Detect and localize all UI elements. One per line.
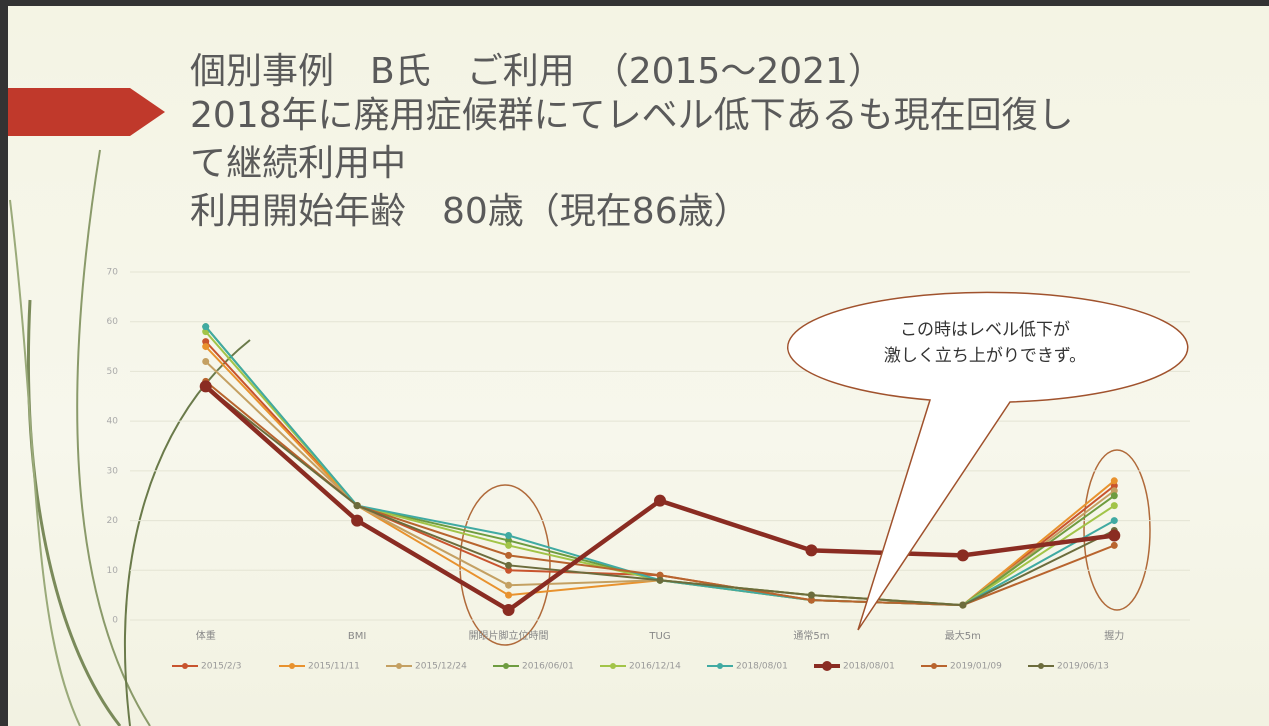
data-point bbox=[505, 566, 513, 574]
callout bbox=[787, 291, 1189, 631]
data-point bbox=[505, 551, 513, 559]
highlight-ellipse bbox=[459, 484, 551, 646]
data-point bbox=[1110, 482, 1118, 490]
data-point bbox=[656, 576, 664, 584]
legend-label: 2016/12/14 bbox=[629, 662, 681, 672]
data-point bbox=[1110, 477, 1118, 485]
title-line: 利用開始年齢 80歳（現在86歳） bbox=[190, 191, 750, 232]
left-border bbox=[0, 0, 8, 726]
data-point bbox=[505, 591, 513, 599]
data-point bbox=[505, 541, 513, 549]
x-tick-label: 体重 bbox=[196, 629, 216, 642]
legend-dot bbox=[1038, 663, 1044, 669]
data-point bbox=[202, 343, 210, 351]
legend-label: 2018/08/01 bbox=[843, 662, 895, 672]
x-tick-label: 握力 bbox=[1104, 629, 1124, 642]
legend-label: 2018/08/01 bbox=[736, 662, 788, 672]
decor-curve bbox=[9, 199, 81, 726]
data-point bbox=[1110, 541, 1118, 549]
data-point bbox=[807, 591, 815, 599]
data-point bbox=[505, 561, 513, 569]
title-line: て継続利用中 bbox=[190, 143, 407, 184]
data-point bbox=[502, 604, 515, 617]
data-point bbox=[656, 571, 664, 579]
data-point bbox=[505, 536, 513, 544]
decor-curve bbox=[26, 299, 122, 726]
data-point bbox=[807, 596, 815, 604]
data-point bbox=[959, 601, 967, 609]
data-point bbox=[1110, 492, 1118, 500]
y-tick-label: 20 bbox=[107, 516, 119, 526]
legend-label: 2016/06/01 bbox=[522, 662, 574, 672]
x-tick-label: 最大5m bbox=[945, 629, 981, 642]
data-point bbox=[353, 502, 361, 510]
data-point bbox=[202, 357, 210, 365]
y-tick-label: 60 bbox=[107, 317, 119, 327]
highlight-ellipse bbox=[1083, 449, 1151, 611]
y-tick-label: 50 bbox=[107, 367, 119, 377]
data-point bbox=[505, 581, 513, 589]
data-point bbox=[1110, 487, 1118, 495]
x-tick-label: 通常5m bbox=[793, 629, 829, 642]
y-tick-label: 30 bbox=[107, 466, 119, 476]
y-tick-label: 10 bbox=[107, 566, 119, 576]
legend-dot bbox=[396, 663, 402, 669]
legend-label: 2019/06/13 bbox=[1057, 662, 1109, 672]
y-tick-label: 70 bbox=[107, 268, 119, 278]
legend-label: 2015/2/3 bbox=[201, 662, 241, 672]
callout-text: この時はレベル低下が bbox=[900, 320, 1070, 340]
data-point bbox=[1110, 517, 1118, 525]
data-point bbox=[202, 323, 210, 331]
x-tick-label: TUG bbox=[648, 631, 670, 642]
data-point bbox=[805, 544, 818, 557]
x-tick-label: BMI bbox=[348, 631, 366, 642]
y-tick-label: 0 bbox=[112, 616, 118, 626]
top-border bbox=[0, 0, 1269, 6]
callout-text: 激しく立ち上がりできず。 bbox=[884, 346, 1086, 366]
data-point bbox=[1110, 502, 1118, 510]
legend-dot bbox=[822, 661, 832, 671]
decor-curve bbox=[76, 149, 151, 726]
title-line: 個別事例 B氏 ご利用 （2015～2021） bbox=[190, 51, 884, 92]
legend-dot bbox=[717, 663, 723, 669]
legend-dot bbox=[182, 663, 188, 669]
title-arrow bbox=[8, 88, 165, 136]
x-tick-label: 開眼片脚立位時間 bbox=[469, 629, 549, 642]
data-point bbox=[202, 338, 210, 346]
legend-dot bbox=[289, 663, 295, 669]
legend-dot bbox=[610, 663, 616, 669]
legend-label: 2015/12/24 bbox=[415, 662, 467, 672]
data-point bbox=[654, 494, 666, 507]
y-tick-label: 40 bbox=[107, 417, 119, 427]
data-point bbox=[351, 514, 364, 527]
data-point bbox=[505, 531, 513, 539]
data-point bbox=[956, 549, 969, 562]
decor-curve bbox=[124, 339, 251, 726]
legend-label: 2015/11/11 bbox=[308, 662, 360, 672]
legend-dot bbox=[931, 663, 937, 669]
legend-label: 2019/01/09 bbox=[950, 662, 1002, 672]
legend-dot bbox=[503, 663, 509, 669]
data-point bbox=[1108, 529, 1121, 542]
data-point bbox=[199, 380, 212, 393]
title-line: 2018年に廃用症候群にてレベル低下あるも現在回復し bbox=[190, 95, 1074, 136]
